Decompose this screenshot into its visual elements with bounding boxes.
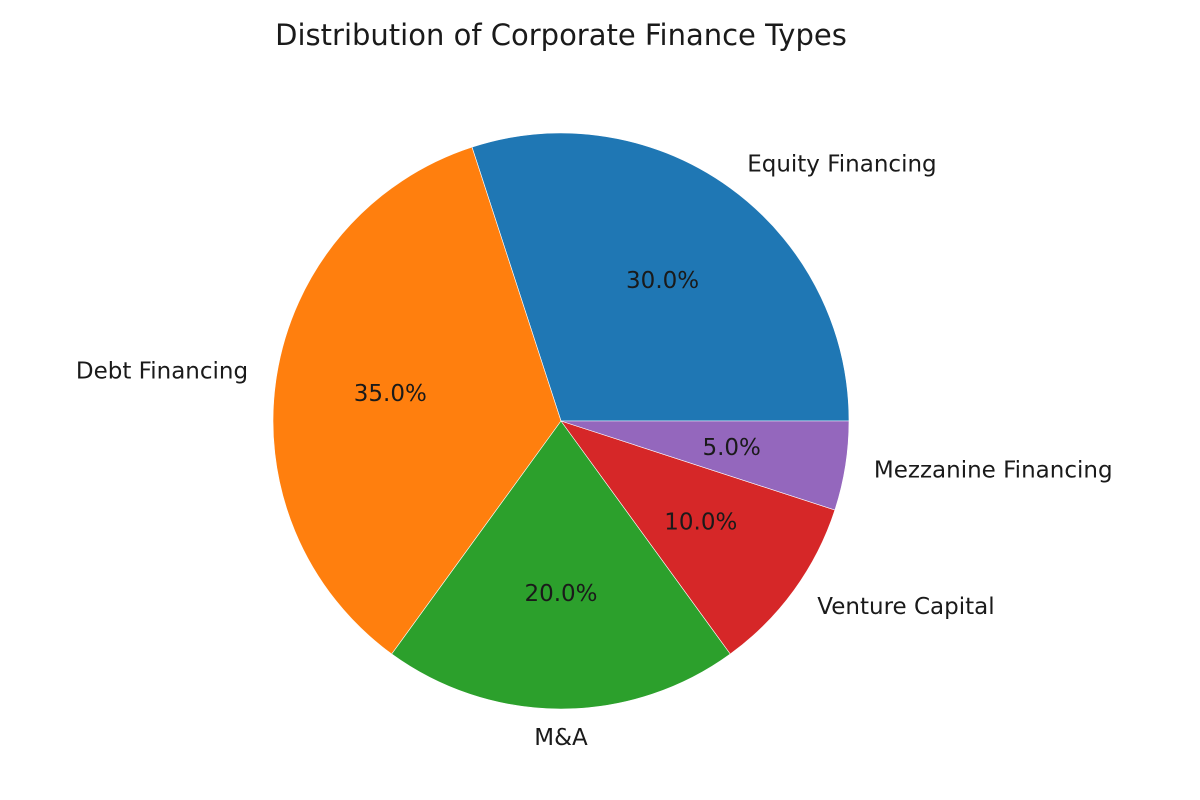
pie-category-label-equity-financing: Equity Financing — [747, 152, 936, 178]
pie-category-label-manda: M&A — [534, 725, 588, 751]
pie-percent-labels: 30.0% 35.0% 20.0% 10.0% 5.0% — [354, 268, 761, 607]
pie-slice-manda — [391, 420, 731, 710]
pie-category-label-mezzanine-financing: Mezzanine Financing — [874, 458, 1113, 484]
pie-percent-label-equity-financing: 30.0% — [626, 268, 699, 294]
pie-percent-label-debt-financing: 35.0% — [354, 381, 427, 407]
pie-slice-mezzanine-financing — [560, 420, 850, 511]
pie-category-label-debt-financing: Debt Financing — [76, 358, 248, 384]
pie-slice-venture-capital — [560, 420, 836, 655]
pie-slice-debt-financing — [272, 146, 562, 655]
chart-title: Distribution of Corporate Finance Types — [275, 18, 847, 52]
pie-category-label-venture-capital: Venture Capital — [817, 594, 994, 620]
pie-percent-label-manda: 20.0% — [524, 581, 597, 607]
pie-slice-equity-financing — [471, 132, 850, 422]
pie-slices — [272, 132, 850, 710]
pie-percent-label-venture-capital: 10.0% — [664, 510, 737, 536]
pie-category-labels: Equity Financing Debt Financing M&A Venture… — [76, 152, 1113, 751]
pie-percent-label-mezzanine-financing: 5.0% — [702, 435, 760, 461]
